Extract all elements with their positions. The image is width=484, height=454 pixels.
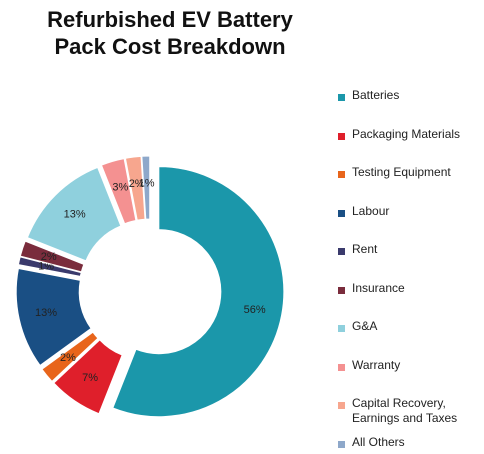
legend-label: Insurance xyxy=(352,280,405,295)
legend-item: Rent xyxy=(338,242,484,281)
donut-segment xyxy=(141,155,151,220)
data-label: 3% xyxy=(112,182,128,194)
legend-item: Batteries xyxy=(338,88,484,127)
donut-segment xyxy=(19,240,85,273)
legend-label: All Others xyxy=(352,434,405,449)
legend-item: Warranty xyxy=(338,358,484,397)
donut-segment xyxy=(26,166,122,262)
donut-segment xyxy=(53,339,123,415)
donut-segment xyxy=(15,267,92,367)
legend-label: Labour xyxy=(352,203,390,218)
data-label: 7% xyxy=(82,372,98,384)
legend-item: Packaging Materials xyxy=(338,127,484,166)
data-label: 2% xyxy=(129,178,145,190)
legend-label: Testing Equipment xyxy=(352,165,451,179)
legend-label: Packaging Materials xyxy=(352,126,461,141)
legend-swatch xyxy=(338,363,345,371)
donut-segment xyxy=(100,157,137,225)
legend-label: Rent xyxy=(352,242,378,256)
legend-item: Labour xyxy=(338,204,484,243)
donut-segment xyxy=(41,331,99,383)
legend-swatch xyxy=(338,132,345,140)
donut-segment xyxy=(17,256,82,278)
legend-swatch xyxy=(338,440,345,448)
legend-swatch xyxy=(338,209,345,217)
legend-swatch xyxy=(338,286,345,294)
legend: Batteries Packaging Materials Testing Equi… xyxy=(338,88,484,454)
chart-title: Refurbished EV Battery Pack Cost Breakdo… xyxy=(47,7,293,59)
legend-label: Warranty xyxy=(352,357,401,372)
legend-swatch xyxy=(338,402,345,409)
legend-label: G&A xyxy=(352,319,378,333)
legend-label: Capital Recovery, Earnings and Taxes xyxy=(352,396,458,425)
legend-item: Insurance xyxy=(338,281,484,320)
legend-item: All Others xyxy=(338,435,484,454)
legend-swatch xyxy=(338,248,345,255)
legend-item: G&A xyxy=(338,319,484,358)
legend-swatch xyxy=(338,325,345,332)
data-label: 1% xyxy=(139,177,155,189)
data-label: 13% xyxy=(35,307,57,319)
legend-label: Batteries xyxy=(352,88,400,102)
data-label: 56% xyxy=(244,304,266,316)
donut-segment xyxy=(112,166,285,418)
donut-segment xyxy=(124,155,146,221)
legend-item: Testing Equipment xyxy=(338,165,484,204)
legend-swatch xyxy=(338,171,345,178)
data-label: 2% xyxy=(60,352,76,364)
legend-swatch xyxy=(338,94,345,101)
data-label: 13% xyxy=(64,209,86,221)
legend-item: Capital Recovery, Earnings and Taxes xyxy=(338,396,484,435)
data-label: 2% xyxy=(41,251,57,263)
